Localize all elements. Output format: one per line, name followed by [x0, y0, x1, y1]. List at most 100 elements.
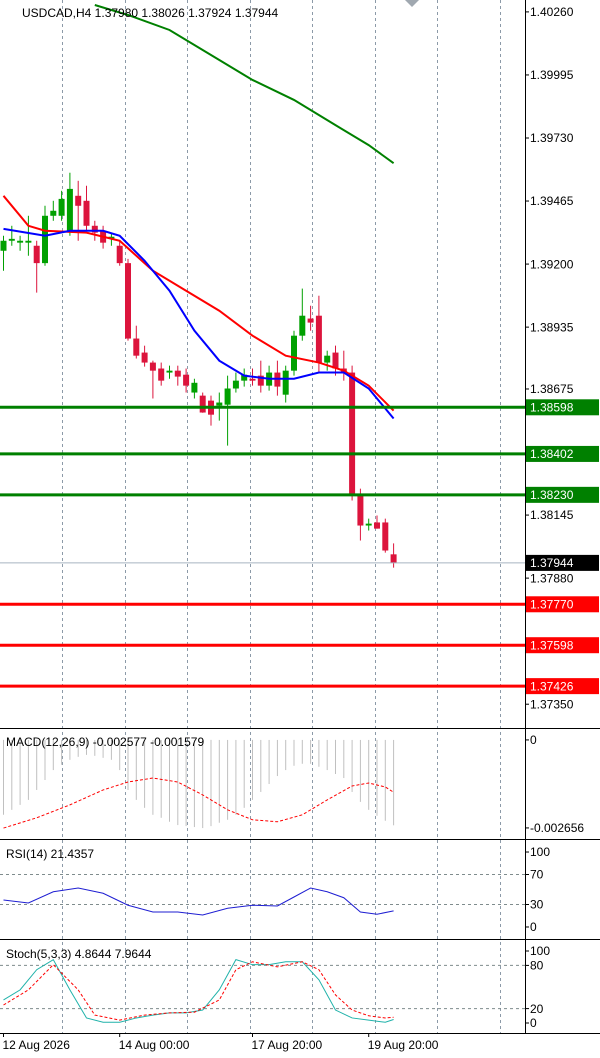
- ma-line: [94, 4, 395, 165]
- candle-body: [25, 240, 32, 243]
- candle-body: [166, 370, 173, 373]
- level-line-box: [526, 637, 599, 654]
- last-price-line-label: 1.37944: [530, 556, 574, 570]
- candle-body: [307, 318, 314, 323]
- candle-body: [282, 370, 289, 395]
- y-tick-label: 0: [530, 1016, 537, 1030]
- panel-title: Stoch(5,3,3) 4.8644 7.9644: [6, 947, 152, 961]
- level-line-box: [526, 445, 599, 462]
- candle-body: [125, 263, 131, 339]
- y-tick-label: 1.38935: [530, 320, 574, 334]
- y-tick-label: -0.002656: [530, 821, 584, 835]
- candle-body: [382, 522, 389, 551]
- candle-body: [133, 338, 140, 356]
- y-tick-label: 1.39730: [530, 131, 574, 145]
- level-line-label: 1.38230: [530, 488, 574, 502]
- grid: [62, 0, 501, 1033]
- candle-body: [50, 210, 57, 216]
- y-tick-label: 0: [530, 920, 537, 934]
- ma-line: [3, 227, 395, 420]
- candle-body: [17, 240, 24, 243]
- candle-body: [349, 372, 356, 496]
- level-line-label: 1.37598: [530, 638, 574, 652]
- y-tick-label: 1.40260: [530, 5, 574, 19]
- frame: [0, 0, 600, 1034]
- candle-body: [374, 522, 380, 529]
- panel: [3, 739, 395, 829]
- candle-body: [33, 245, 40, 264]
- candle-body: [91, 225, 98, 233]
- candle-body: [365, 523, 372, 526]
- level-line-label: 1.37770: [530, 597, 574, 611]
- candle-body: [174, 370, 181, 377]
- level-line-box: [526, 486, 599, 503]
- candle-body: [58, 198, 65, 216]
- panel-title: MACD(12,26,9) -0.002577 -0.001579: [6, 735, 204, 749]
- candle-body: [191, 382, 198, 393]
- y-tick-label: 80: [530, 959, 544, 973]
- x-tick-label: 14 Aug 00:00: [119, 1038, 190, 1052]
- candle-body: [257, 375, 264, 386]
- candle-body: [249, 378, 256, 381]
- panel: [0, 4, 525, 688]
- level-line-label: 1.38598: [530, 400, 574, 414]
- candle-body: [75, 195, 82, 206]
- indicator-line: [3, 958, 394, 1023]
- y-tick-label: 20: [530, 1002, 544, 1016]
- candle-body: [291, 335, 297, 371]
- candle-body: [357, 495, 364, 526]
- y-tick-label: 1.37880: [530, 571, 574, 585]
- candle-body: [390, 554, 397, 563]
- signal-line: [3, 777, 394, 829]
- last-price-line-box: [526, 554, 599, 571]
- indicator-line: [3, 887, 394, 916]
- candle-body: [224, 388, 231, 405]
- candle-body: [332, 352, 339, 369]
- candle-body: [141, 352, 148, 363]
- y-tick-label: 1.38675: [530, 382, 574, 396]
- level-line-label: 1.37426: [530, 679, 574, 693]
- panel: [0, 958, 525, 1023]
- candle-body: [66, 188, 73, 231]
- y-tick-label: 100: [530, 845, 550, 859]
- y-tick-label: 1.38145: [530, 508, 574, 522]
- candle-body: [324, 355, 331, 363]
- y-tick-label: 70: [530, 868, 544, 882]
- x-tick-label: 17 Aug 20:00: [252, 1038, 323, 1052]
- y-tick-label: 0: [530, 733, 537, 747]
- y-tick-label: 1.37350: [530, 697, 574, 711]
- panel-title: RSI(14) 21.4357: [6, 847, 94, 861]
- y-tick-label: 1.39995: [530, 68, 574, 82]
- candle-body: [299, 315, 306, 336]
- shift-marker: [405, 0, 419, 7]
- level-line-box: [526, 596, 599, 613]
- y-tick-label: 30: [530, 898, 544, 912]
- candle-body: [315, 315, 322, 363]
- x-tick-label: 19 Aug 20:00: [368, 1038, 439, 1052]
- candle-body: [183, 374, 190, 386]
- x-tick-label: 12 Aug 2026: [3, 1038, 71, 1052]
- indicator-line: [3, 961, 394, 1021]
- candle-body: [42, 215, 48, 264]
- candle-body: [216, 402, 223, 406]
- level-line-label: 1.38402: [530, 447, 574, 461]
- candle-body: [83, 200, 90, 226]
- y-tick-label: 100: [530, 944, 550, 958]
- candle-body: [149, 362, 156, 371]
- candle-body: [158, 368, 165, 381]
- level-line-box: [526, 399, 599, 416]
- candle-body: [116, 245, 123, 264]
- y-tick-label: 1.39465: [530, 194, 574, 208]
- panel: [0, 874, 525, 916]
- ma-line: [2, 195, 395, 412]
- level-line-box: [526, 678, 599, 695]
- candle-body: [241, 374, 248, 381]
- y-tick-label: 1.39200: [530, 257, 574, 271]
- panel-title: USDCAD,H4 1.37980 1.38026 1.37924 1.3794…: [22, 6, 279, 20]
- candle-body: [8, 238, 15, 241]
- candle-body: [232, 380, 239, 389]
- candle-body: [0, 240, 7, 251]
